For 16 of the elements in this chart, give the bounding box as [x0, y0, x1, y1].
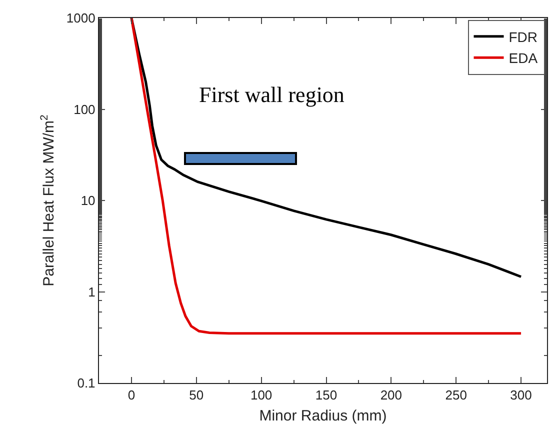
x-tick-label: 0 [128, 388, 136, 403]
legend-label: EDA [508, 50, 538, 66]
legend-label: FDR [508, 28, 538, 45]
x-tick-label: 150 [315, 388, 338, 403]
y-tick-label: 1 [88, 284, 96, 300]
x-tick-label: 200 [380, 388, 402, 403]
y-tick-label: 10 [80, 193, 96, 208]
x-tick-label: 250 [445, 388, 467, 403]
x-axis-title: Minor Radius (mm) [259, 408, 387, 425]
x-tick-label: 300 [510, 388, 532, 403]
y-tick-label: 100 [74, 102, 96, 117]
y-tick-label: 1000 [66, 10, 96, 26]
x-tick-label: 100 [250, 388, 272, 403]
y-tick-label: 0.1 [77, 376, 96, 391]
annotation: First wall region [199, 82, 344, 107]
x-tick-label: 50 [189, 388, 204, 403]
